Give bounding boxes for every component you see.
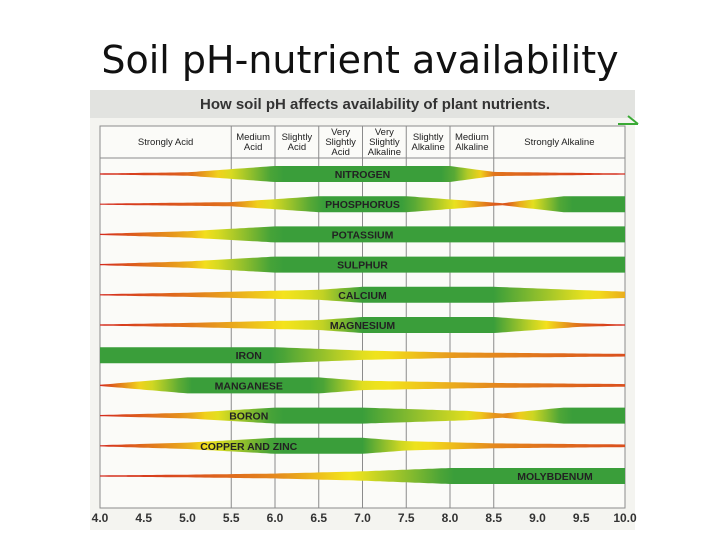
x-tick-label: 6.5 <box>310 511 327 525</box>
x-tick-label: 8.5 <box>485 511 502 525</box>
category-label: Very Slightly Acid <box>325 127 356 158</box>
nutrient-label: MAGNESIUM <box>330 320 396 332</box>
chart-header-strip <box>90 90 635 118</box>
nutrient-label: CALCIUM <box>338 290 387 302</box>
nutrient-label: BORON <box>229 411 268 423</box>
category-label: Strongly Acid <box>138 137 193 148</box>
nutrient-band <box>100 226 625 243</box>
nutrient-band <box>100 347 625 364</box>
nutrient-band <box>100 437 625 454</box>
x-tick-label: 10.0 <box>613 511 637 525</box>
nutrient-label: NITROGEN <box>335 169 390 181</box>
category-label: Slightly Acid <box>282 132 313 153</box>
nutrient-band <box>100 407 625 424</box>
x-tick-label: 5.0 <box>179 511 196 525</box>
category-label: Slightly Alkaline <box>411 132 444 153</box>
category-label: Medium Acid <box>236 132 270 153</box>
x-tick-label: 9.0 <box>529 511 546 525</box>
nutrient-band <box>100 166 625 182</box>
x-tick-label: 8.0 <box>442 511 459 525</box>
nutrient-band <box>100 286 625 303</box>
nutrient-band <box>100 317 625 333</box>
x-tick-label: 6.0 <box>267 511 284 525</box>
x-tick-label: 9.5 <box>573 511 590 525</box>
x-tick-label: 7.5 <box>398 511 415 525</box>
nutrient-label: MOLYBDENUM <box>517 471 593 483</box>
nutrient-label: COPPER AND ZINC <box>200 441 297 453</box>
x-tick-label: 4.5 <box>135 511 152 525</box>
nutrient-band <box>100 256 625 273</box>
nutrient-label: POTASSIUM <box>332 229 394 241</box>
corner-accent <box>618 115 639 125</box>
nutrient-band <box>100 468 625 484</box>
chart-title: How soil pH affects availability of plan… <box>200 96 550 113</box>
x-tick-label: 5.5 <box>223 511 240 525</box>
category-label: Very Slightly Alkaline <box>368 127 401 158</box>
x-tick-label: 4.0 <box>92 511 109 525</box>
nutrient-label: IRON <box>236 350 262 362</box>
nutrient-band <box>100 196 625 213</box>
slide-title: Soil pH-nutrient availability <box>101 38 619 82</box>
category-label: Medium Alkaline <box>455 132 489 153</box>
nutrient-band <box>100 377 625 394</box>
nutrient-label: SULPHUR <box>337 260 388 272</box>
nutrient-label: MANGANESE <box>215 380 283 392</box>
nutrient-label: PHOSPHORUS <box>325 199 400 211</box>
category-label: Strongly Alkaline <box>524 137 594 148</box>
x-tick-label: 7.0 <box>354 511 371 525</box>
